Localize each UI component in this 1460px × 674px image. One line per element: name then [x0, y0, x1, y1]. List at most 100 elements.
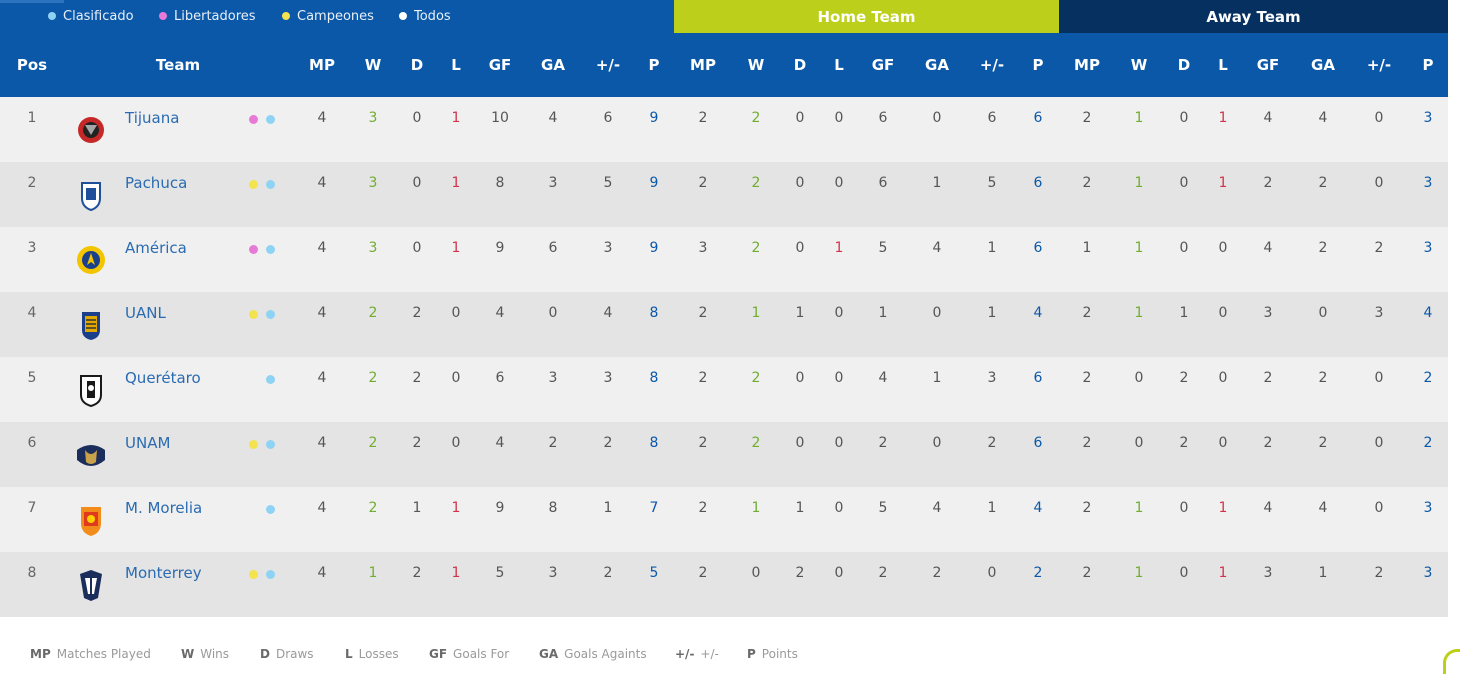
team-name-link[interactable]: M. Morelia: [125, 498, 203, 517]
status-dot-icon: [266, 505, 275, 514]
cell-home-ga: 0: [932, 434, 942, 451]
cell-away-w: 1: [1134, 109, 1144, 126]
status-dot-icon: [249, 115, 258, 124]
cell-home-l: 0: [834, 564, 844, 581]
header-overall-plusminus[interactable]: +/-: [595, 56, 621, 74]
header-overall-gf[interactable]: GF: [488, 56, 512, 74]
cell-home-ga: 4: [932, 499, 942, 516]
table-row[interactable]: 8 Monterrey 4 1 2 1 5 3 2 5 2 0 2 0 2 2 0 2 2 1 0 1 3 1 2 3: [0, 552, 1448, 617]
team-name-link[interactable]: UNAM: [125, 433, 171, 452]
table-row[interactable]: 6 UNAM 4 2 2 0 4 2 2 8 2 2 0 0 2 0 2 6 2 0 2 0 2 2 0 2: [0, 422, 1448, 487]
cell-overall-l: 0: [451, 434, 461, 451]
status-badges: [246, 570, 286, 582]
header-away-w[interactable]: W: [1130, 56, 1148, 74]
team-name-link[interactable]: UANL: [125, 303, 166, 322]
row-position: 1: [27, 109, 37, 126]
cell-overall-mp: 4: [317, 239, 327, 256]
cell-away-mp: 2: [1082, 499, 1092, 516]
cell-home-l: 0: [834, 109, 844, 126]
legend-item-libertadores[interactable]: Libertadores: [159, 7, 256, 25]
cell-home-p: 6: [1033, 239, 1043, 256]
cell-home-w: 2: [751, 109, 761, 126]
cell-away-mp: 2: [1082, 564, 1092, 581]
cell-overall-d: 2: [412, 434, 422, 451]
header-overall-p[interactable]: P: [648, 56, 660, 74]
table-row[interactable]: 2 Pachuca 4 3 0 1 8 3 5 9 2 2 0 0 6 1 5 6 2 1 0 1 2 2 0 3: [0, 162, 1448, 227]
header-overall-w[interactable]: W: [364, 56, 382, 74]
header-overall-mp[interactable]: MP: [309, 56, 335, 74]
header-away-ga[interactable]: GA: [1311, 56, 1335, 74]
table-row[interactable]: 3 América 4 3 0 1 9 6 3 9 3 2 0 1 5 4 1 6 1 1 0 0 4 2 2 3: [0, 227, 1448, 292]
header-overall-d[interactable]: D: [410, 56, 424, 74]
header-home-p[interactable]: P: [1032, 56, 1044, 74]
status-dot-icon: [266, 180, 275, 189]
header-home-d[interactable]: D: [793, 56, 807, 74]
header-home-ga[interactable]: GA: [925, 56, 949, 74]
header-home-w[interactable]: W: [747, 56, 765, 74]
team-name-link[interactable]: Querétaro: [125, 368, 201, 387]
cell-overall-w: 2: [368, 369, 378, 386]
status-dot-icon: [249, 440, 258, 449]
cell-overall-plusminus: 1: [603, 499, 613, 516]
cell-away-plusminus: 2: [1374, 239, 1384, 256]
cell-home-plusminus: 6: [987, 109, 997, 126]
legend-bar: Clasificado Libertadores Campeones Todos: [0, 0, 674, 33]
header-away-p[interactable]: P: [1422, 56, 1434, 74]
cell-home-mp: 2: [698, 174, 708, 191]
cell-overall-mp: 4: [317, 109, 327, 126]
row-position: 5: [27, 369, 37, 386]
legend-item-todos[interactable]: Todos: [399, 7, 451, 25]
team-name-link[interactable]: Tijuana: [125, 108, 180, 127]
header-away-d[interactable]: D: [1177, 56, 1191, 74]
cell-overall-ga: 6: [548, 239, 558, 256]
home-team-section-title[interactable]: Home Team: [674, 0, 1059, 33]
header-home-l[interactable]: L: [834, 56, 844, 74]
cell-away-gf: 3: [1263, 304, 1273, 321]
cell-home-plusminus: 1: [987, 499, 997, 516]
key-item-ga: GA Goals Againts: [539, 647, 647, 661]
cell-home-d: 0: [795, 174, 805, 191]
cell-away-d: 0: [1179, 239, 1189, 256]
cell-overall-w: 2: [368, 304, 378, 321]
header-home-plusminus[interactable]: +/-: [979, 56, 1005, 74]
header-pos[interactable]: Pos: [16, 56, 48, 74]
header-away-l[interactable]: L: [1218, 56, 1228, 74]
header-away-plusminus[interactable]: +/-: [1366, 56, 1392, 74]
key-item-d: D Draws: [260, 647, 314, 661]
cell-away-ga: 2: [1318, 434, 1328, 451]
header-home-mp[interactable]: MP: [690, 56, 716, 74]
cell-away-ga: 4: [1318, 499, 1328, 516]
team-name-link[interactable]: Monterrey: [125, 563, 202, 582]
header-away-mp[interactable]: MP: [1074, 56, 1100, 74]
cell-away-ga: 2: [1318, 239, 1328, 256]
header-away-gf[interactable]: GF: [1256, 56, 1280, 74]
cell-overall-l: 1: [451, 239, 461, 256]
away-team-section-title[interactable]: Away Team: [1059, 0, 1448, 33]
legend-item-clasificado[interactable]: Clasificado: [48, 7, 134, 25]
cell-away-mp: 1: [1082, 239, 1092, 256]
cell-away-mp: 2: [1082, 304, 1092, 321]
team-name-link[interactable]: Pachuca: [125, 173, 188, 192]
status-badges: [246, 440, 286, 452]
table-row[interactable]: 1 Tijuana 4 3 0 1 10 4 6 9 2 2 0 0 6 0 6 6 2 1 0 1 4 4 0 3: [0, 97, 1448, 162]
cell-home-w: 2: [751, 239, 761, 256]
header-team[interactable]: Team: [155, 56, 201, 74]
cell-home-plusminus: 1: [987, 304, 997, 321]
table-row[interactable]: 5 Querétaro 4 2 2 0 6 3 3 8 2 2 0 0 4 1 3 6 2 0 2 0 2 2 0 2: [0, 357, 1448, 422]
cell-home-l: 1: [834, 239, 844, 256]
header-home-gf[interactable]: GF: [871, 56, 895, 74]
table-row[interactable]: 4 UANL 4 2 2 0 4 0 4 8 2 1 1 0 1 0 1 4 2 1 1 0 3 0 3 4: [0, 292, 1448, 357]
team-name-link[interactable]: América: [125, 238, 187, 257]
status-dot-icon: [266, 375, 275, 384]
legend-item-campeones[interactable]: Campeones: [282, 7, 374, 25]
cell-away-ga: 2: [1318, 369, 1328, 386]
table-row[interactable]: 7 M. Morelia 4 2 1 1 9 8 1 7 2 1 1 0 5 4 1 4 2 1 0 1 4 4 0 3: [0, 487, 1448, 552]
cell-away-gf: 4: [1263, 109, 1273, 126]
status-badges: [246, 310, 286, 322]
cell-overall-gf: 9: [495, 499, 505, 516]
header-overall-ga[interactable]: GA: [541, 56, 565, 74]
cell-away-plusminus: 0: [1374, 109, 1384, 126]
cell-home-ga: 4: [932, 239, 942, 256]
header-overall-l[interactable]: L: [451, 56, 461, 74]
cell-overall-d: 2: [412, 304, 422, 321]
